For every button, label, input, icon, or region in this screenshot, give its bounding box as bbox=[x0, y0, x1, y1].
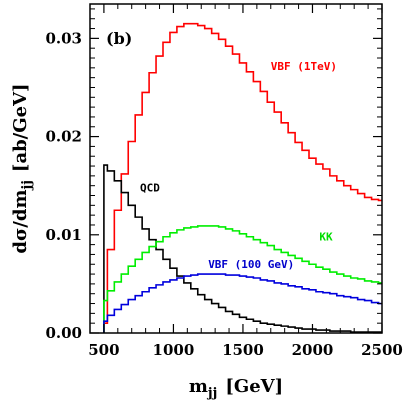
series-annotations: VBF (1TeV) QCD KK VBF (100 GeV) bbox=[140, 60, 337, 271]
y-tick-label: 0.02 bbox=[45, 128, 82, 146]
x-tick-label: 500 bbox=[88, 341, 119, 359]
y-axis-label-unit: [ab/GeV] bbox=[10, 83, 31, 172]
series-line-vbf-1tev bbox=[103, 22, 382, 333]
x-axis-label-unit: [GeV] bbox=[225, 376, 283, 397]
y-tick-label: 0.01 bbox=[45, 226, 82, 244]
y-tick-label: 0.00 bbox=[45, 324, 82, 342]
series-lines bbox=[103, 22, 382, 333]
x-tick-label: 2500 bbox=[361, 341, 403, 359]
plot-frame bbox=[89, 3, 383, 334]
series-line-vbf-100-gev bbox=[103, 273, 382, 333]
axis-tick-labels: 500 1000 1500 2000 2500 0.00 0.01 0.02 0.03 bbox=[45, 29, 402, 359]
annotation-qcd: QCD bbox=[140, 182, 160, 195]
x-axis-label: mjj [GeV] bbox=[189, 376, 283, 401]
series-line-kk bbox=[103, 225, 382, 333]
x-axis-label-main: m bbox=[189, 376, 208, 397]
y-tick-label: 0.03 bbox=[45, 29, 82, 47]
y-axis-label-subscript: jj bbox=[20, 180, 35, 190]
x-tick-label: 1000 bbox=[153, 341, 195, 359]
x-axis-label-subscript: jj bbox=[207, 386, 217, 401]
x-tick-label: 2000 bbox=[292, 341, 334, 359]
annotation-vbf-100-gev: VBF (100 GeV) bbox=[208, 258, 294, 271]
y-axis-label-main: dσ/dm bbox=[10, 190, 31, 254]
y-axis-label: dσ/dmjj [ab/GeV] bbox=[10, 83, 35, 253]
annotation-kk: KK bbox=[319, 231, 333, 244]
annotation-vbf-1tev: VBF (1TeV) bbox=[271, 60, 337, 73]
x-tick-label: 1500 bbox=[222, 341, 264, 359]
series-line-qcd bbox=[103, 164, 382, 333]
panel-label: (b) bbox=[106, 29, 132, 48]
